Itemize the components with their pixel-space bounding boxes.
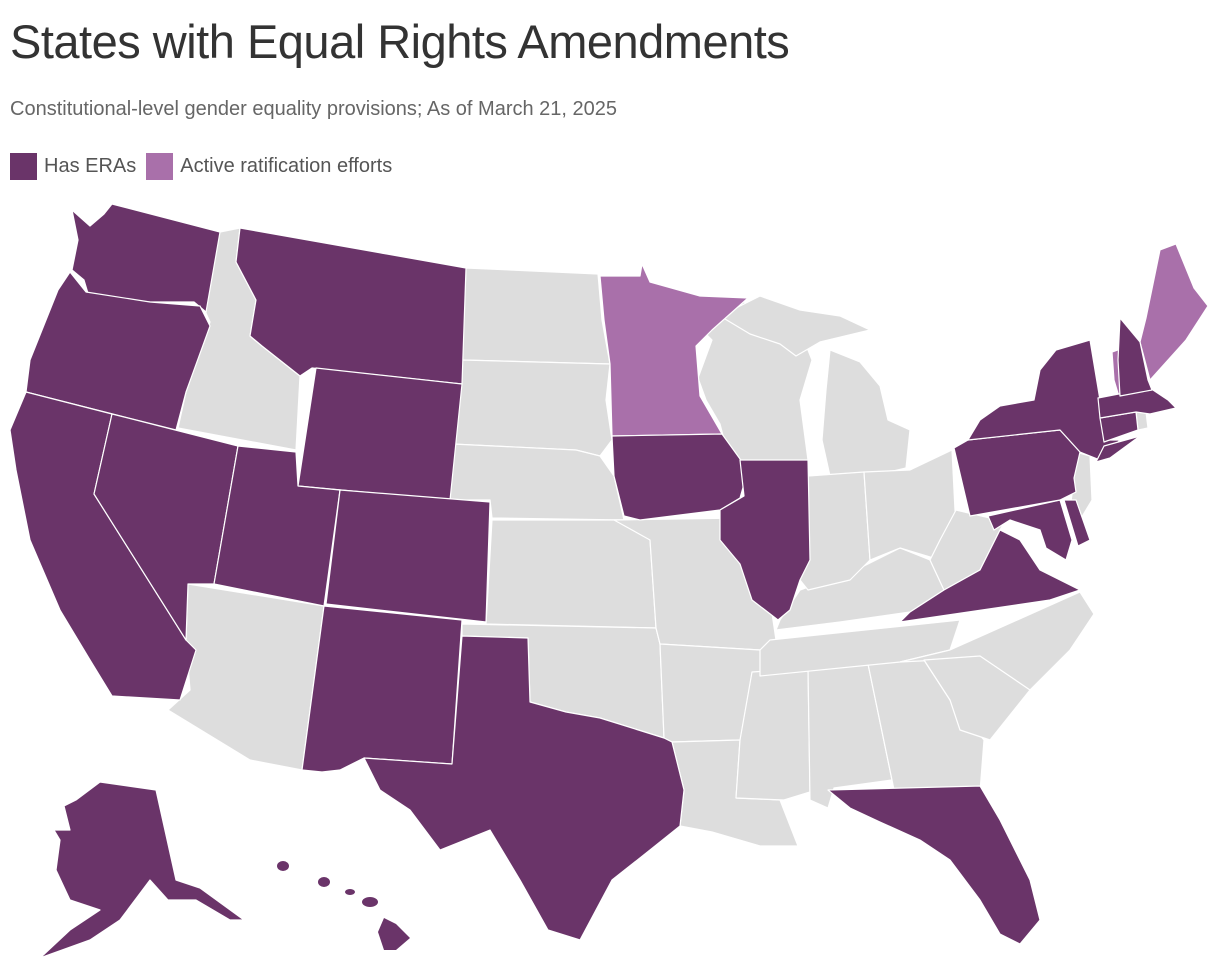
state-virginia xyxy=(899,529,1081,623)
state-massachusetts xyxy=(1097,387,1177,419)
state-minnesota xyxy=(599,263,749,437)
state-texas xyxy=(363,635,685,941)
state-alaska xyxy=(39,781,245,959)
chart-title: States with Equal Rights Amendments xyxy=(10,15,790,68)
state-florida xyxy=(827,785,1041,945)
chart-subtitle: Constitutional-level gender equality pro… xyxy=(10,98,618,120)
state-south-carolina xyxy=(923,655,1031,741)
state-wyoming xyxy=(297,367,463,501)
state-michigan-lower xyxy=(821,349,911,477)
state-delaware xyxy=(1063,499,1091,547)
state-oregon xyxy=(25,271,211,431)
legend-item-has-era: Has ERAs xyxy=(10,153,136,180)
state-maine xyxy=(1139,243,1209,381)
state-north-dakota xyxy=(461,267,611,365)
state-michigan-upper xyxy=(719,295,871,357)
state-hawaii xyxy=(277,861,410,950)
state-new-york xyxy=(967,339,1121,461)
state-new-hampshire xyxy=(1117,317,1153,397)
legend: Has ERAs Active ratification efforts xyxy=(10,153,392,180)
state-arizona xyxy=(167,583,325,771)
state-montana xyxy=(235,227,467,385)
state-south-dakota xyxy=(451,359,613,457)
legend-swatch-has-era xyxy=(10,153,37,180)
state-new-mexico xyxy=(301,605,463,773)
legend-swatch-ratification xyxy=(146,153,174,180)
legend-label-ratification: Active ratification efforts xyxy=(180,155,393,177)
state-kansas xyxy=(485,519,657,629)
state-long-island xyxy=(1095,435,1141,463)
state-colorado xyxy=(325,489,491,623)
legend-item-ratification: Active ratification efforts xyxy=(146,153,392,180)
state-washington xyxy=(71,203,221,313)
state-maryland xyxy=(987,499,1073,561)
legend-label-has-era: Has ERAs xyxy=(44,155,137,177)
state-illinois xyxy=(719,459,811,621)
